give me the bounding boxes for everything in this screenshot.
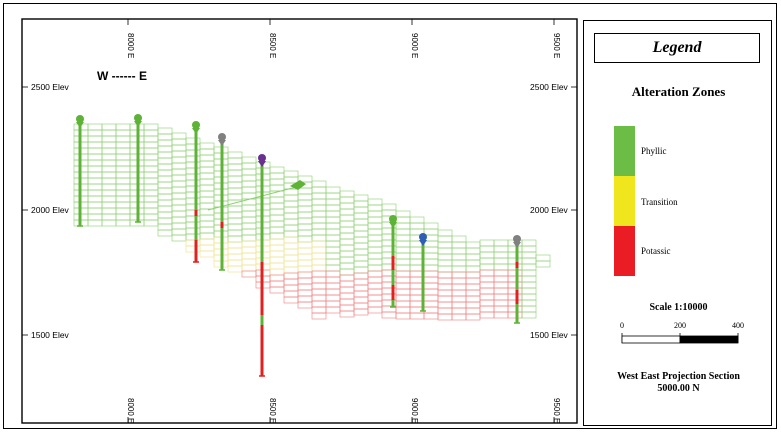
collar-arrow	[419, 240, 427, 246]
zone-label-transition: Transition	[641, 197, 678, 207]
drill-hole	[134, 114, 142, 223]
scale-segment-white	[621, 335, 681, 344]
easting-label-bottom-8500: 8500 E	[268, 398, 277, 423]
inclined-hole-marker	[290, 180, 306, 190]
projection-line-2: 5000.00 N	[657, 383, 700, 394]
elev-label-left-1500: 1500 Elev	[31, 330, 70, 340]
zone-label-potassic: Potassic	[641, 246, 671, 256]
projection-caption: West East Projection Section 5000.00 N	[584, 371, 773, 395]
legend-panel: Legend Alteration Zones Phyllic Transiti…	[583, 20, 772, 426]
swatch-phyllic	[614, 126, 635, 176]
collar-arrow	[258, 161, 266, 167]
collar-marker	[76, 115, 84, 123]
easting-label-top-8000: 8000 E	[126, 33, 135, 58]
collar-arrow	[192, 128, 200, 134]
drill-hole	[419, 233, 427, 312]
collar-marker	[258, 154, 266, 162]
collar-marker	[134, 114, 142, 122]
elev-label-right-2500: 2500 Elev	[530, 82, 569, 92]
collar-marker	[513, 235, 521, 243]
collar-marker	[192, 121, 200, 129]
collar-marker	[419, 233, 427, 241]
collar-arrow	[513, 242, 521, 248]
elev-label-left-2500: 2500 Elev	[31, 82, 70, 92]
scale-tick-200: 200	[674, 321, 686, 330]
plot-area	[21, 18, 578, 424]
easting-label-bottom-8000: 8000 E	[126, 398, 135, 423]
direction-label: W ------ E	[97, 69, 147, 83]
collar-marker	[389, 215, 397, 223]
collar-arrow	[389, 222, 397, 228]
legend-title: Legend	[594, 33, 760, 63]
scale-bar: 0 200 400	[620, 321, 744, 344]
elev-label-left-2000: 2000 Elev	[31, 205, 70, 215]
swatch-transition	[614, 176, 635, 226]
easting-label-bottom-9500: 9500 E	[552, 398, 561, 423]
drill-holes	[76, 114, 521, 377]
drill-hole	[258, 154, 266, 377]
drill-hole	[76, 115, 84, 227]
block-cell	[311, 312, 327, 320]
drill-hole	[218, 133, 226, 271]
elev-label-right-1500: 1500 Elev	[530, 330, 569, 340]
scale-title: Scale 1:10000	[649, 302, 708, 313]
easting-label-top-9000: 9000 E	[410, 33, 419, 58]
collar-marker	[218, 133, 226, 141]
collar-arrow	[134, 121, 142, 127]
collar-arrow	[76, 122, 84, 128]
block-cell	[521, 311, 537, 319]
easting-label-bottom-9000: 9000 E	[410, 398, 419, 423]
drill-hole	[513, 235, 521, 324]
legend-subtitle: Alteration Zones	[631, 84, 726, 99]
swatch-potassic	[614, 226, 635, 276]
scale-tick-400: 400	[732, 321, 744, 330]
projection-line-1: West East Projection Section	[617, 371, 740, 382]
drill-hole	[389, 215, 397, 308]
scale-tick-0: 0	[620, 321, 624, 330]
easting-label-top-9500: 9500 E	[552, 33, 561, 58]
drill-hole	[192, 121, 200, 263]
easting-label-top-8500: 8500 E	[268, 33, 277, 58]
block-cell	[535, 260, 551, 268]
collar-arrow	[218, 140, 226, 146]
scale-segment-black	[679, 335, 739, 344]
zone-label-phyllic: Phyllic	[641, 146, 667, 156]
elev-label-right-2000: 2000 Elev	[530, 205, 569, 215]
axis-ticks	[22, 19, 577, 423]
